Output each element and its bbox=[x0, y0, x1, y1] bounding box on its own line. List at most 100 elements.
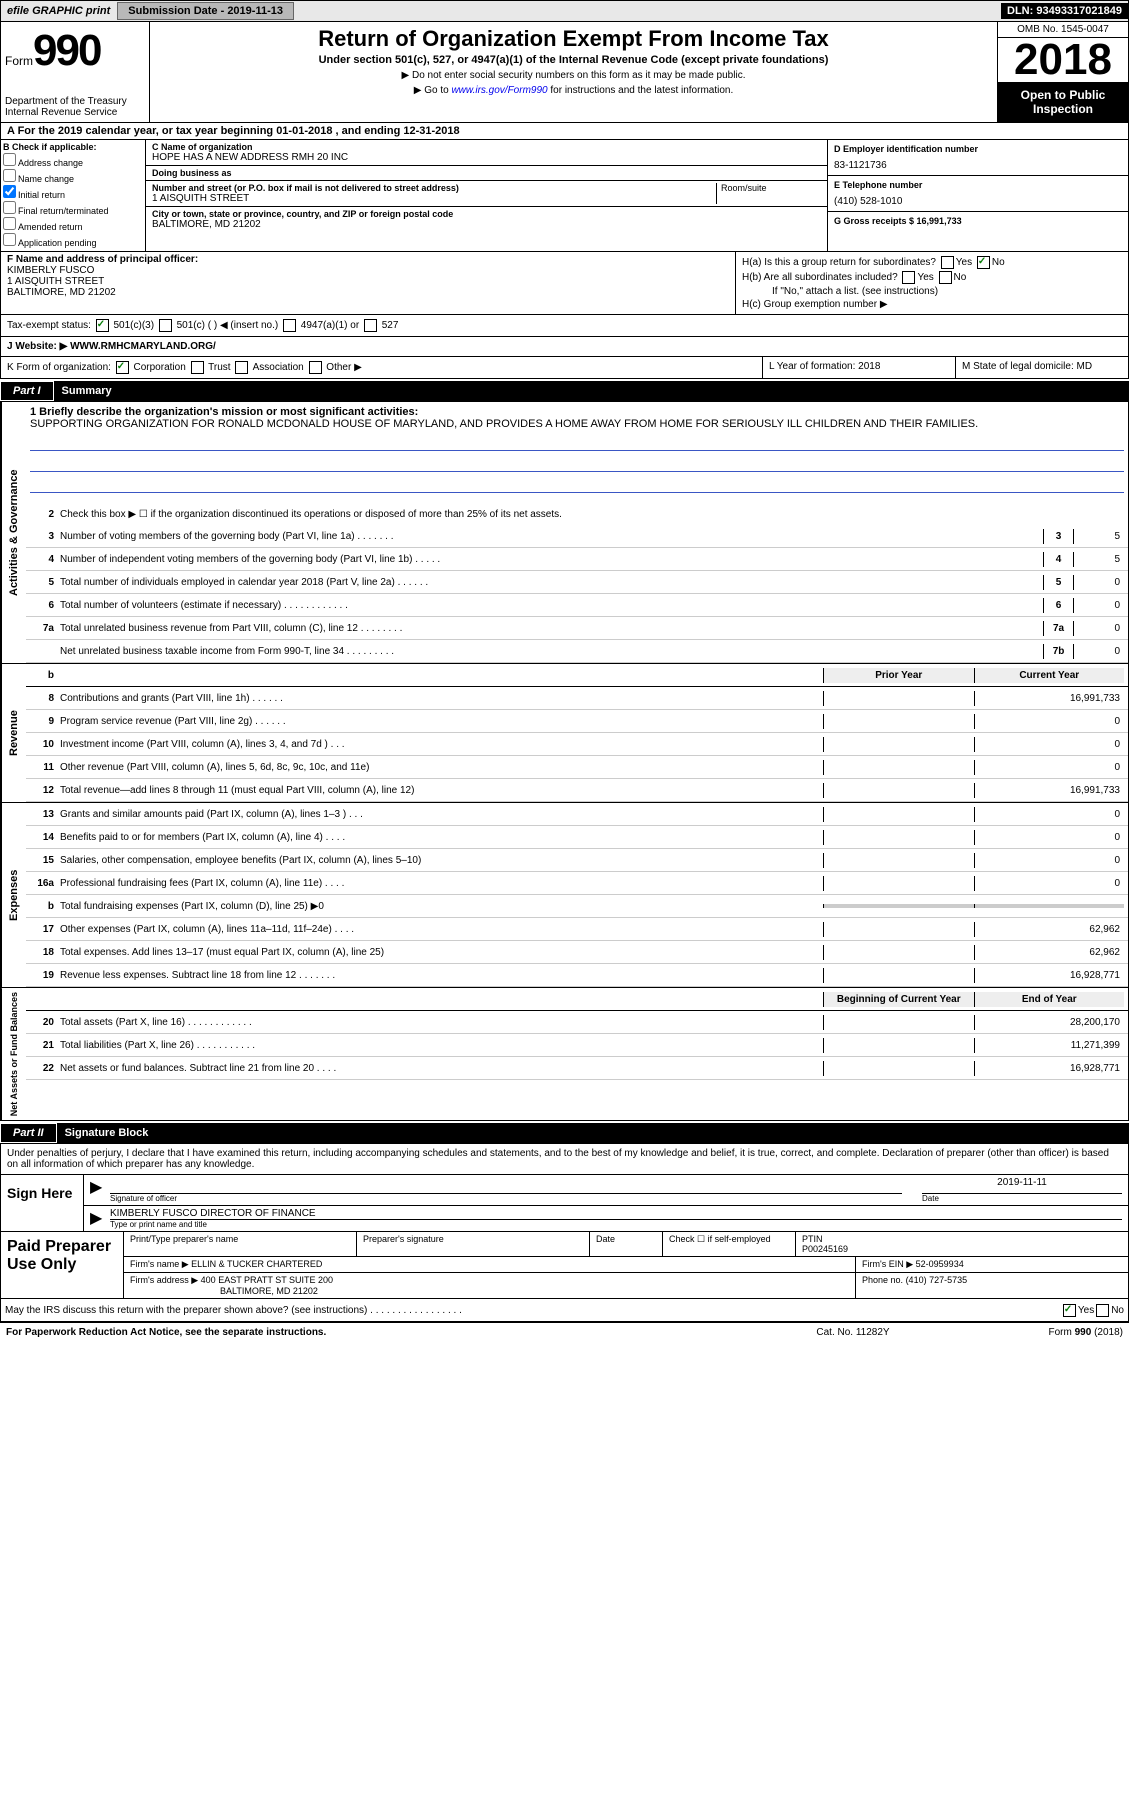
opt-label: 527 bbox=[382, 320, 399, 331]
line-desc: Other expenses (Part IX, column (A), lin… bbox=[60, 924, 823, 935]
section-b-label: B Check if applicable: bbox=[3, 142, 143, 152]
line-desc: Revenue less expenses. Subtract line 18 … bbox=[60, 970, 823, 981]
begin-val bbox=[824, 1061, 975, 1076]
line-num: 16a bbox=[30, 878, 60, 889]
cb-trust[interactable] bbox=[191, 361, 204, 374]
section-k: K Form of organization: Corporation Trus… bbox=[1, 357, 763, 378]
line-num: 13 bbox=[30, 809, 60, 820]
cb-other[interactable] bbox=[309, 361, 322, 374]
section-f: F Name and address of principal officer:… bbox=[1, 252, 736, 314]
cb-initial-return[interactable] bbox=[3, 185, 16, 198]
current-val: 0 bbox=[975, 714, 1125, 729]
opt-label: 501(c)(3) bbox=[113, 320, 154, 331]
part-number: Part I bbox=[0, 381, 54, 401]
prior-val bbox=[824, 783, 975, 798]
cb-address-change[interactable] bbox=[3, 153, 16, 166]
ein-label: D Employer identification number bbox=[834, 144, 1122, 154]
line2-text: Check this box ▶ ☐ if the organization d… bbox=[60, 509, 1124, 520]
cb-amended[interactable] bbox=[3, 217, 16, 230]
line-desc: Total revenue—add lines 8 through 11 (mu… bbox=[60, 785, 823, 796]
line-desc: Net assets or fund balances. Subtract li… bbox=[60, 1063, 823, 1074]
hb-label: H(b) Are all subordinates included? bbox=[742, 272, 898, 283]
cb-label: Name change bbox=[18, 174, 74, 184]
box-val: 0 bbox=[1074, 575, 1124, 590]
line-desc: Benefits paid to or for members (Part IX… bbox=[60, 832, 823, 843]
ein-value: 83-1121736 bbox=[834, 160, 1122, 171]
website-value: WWW.RMHCMARYLAND.ORG/ bbox=[70, 341, 216, 352]
opt-label: Other ▶ bbox=[326, 362, 361, 373]
line-num: 2 bbox=[30, 509, 60, 520]
form-footer: Form 990 (2018) bbox=[943, 1327, 1123, 1338]
discuss-yes[interactable] bbox=[1063, 1304, 1076, 1317]
prior-val bbox=[824, 760, 975, 775]
footer: For Paperwork Reduction Act Notice, see … bbox=[0, 1322, 1129, 1342]
signature-field[interactable] bbox=[110, 1177, 902, 1194]
side-expenses: Expenses bbox=[1, 803, 26, 987]
paid-preparer-section: Paid Preparer Use Only Print/Type prepar… bbox=[0, 1232, 1129, 1299]
city-value: BALTIMORE, MD 21202 bbox=[152, 219, 821, 230]
phone-label: E Telephone number bbox=[834, 180, 1122, 190]
prior-val bbox=[824, 830, 975, 845]
submission-date-button[interactable]: Submission Date - 2019-11-13 bbox=[117, 2, 294, 20]
box-num: 6 bbox=[1044, 598, 1074, 613]
cb-501c[interactable] bbox=[159, 319, 172, 332]
line-desc: Contributions and grants (Part VIII, lin… bbox=[60, 693, 823, 704]
cb-application-pending[interactable] bbox=[3, 233, 16, 246]
current-val: 0 bbox=[975, 876, 1125, 891]
sign-here: Sign Here bbox=[1, 1175, 84, 1231]
pp-sig-label: Preparer's signature bbox=[357, 1232, 590, 1256]
box-val: 0 bbox=[1074, 621, 1124, 636]
line-desc: Total number of volunteers (estimate if … bbox=[60, 600, 1043, 611]
current-val: 62,962 bbox=[975, 945, 1125, 960]
irs-link[interactable]: www.irs.gov/Form990 bbox=[451, 85, 547, 96]
phone-value: (410) 727-5735 bbox=[906, 1275, 968, 1285]
tax-exempt-row: Tax-exempt status: 501(c)(3) 501(c) ( ) … bbox=[0, 315, 1129, 337]
website-row: J Website: ▶ WWW.RMHCMARYLAND.ORG/ bbox=[0, 337, 1129, 357]
prior-val bbox=[824, 714, 975, 729]
col-current: Current Year bbox=[975, 668, 1125, 683]
firm-name-label: Firm's name ▶ bbox=[130, 1259, 189, 1269]
part1-header: Part I Summary bbox=[0, 381, 1129, 401]
form-number: 990 bbox=[33, 26, 100, 76]
cb-527[interactable] bbox=[364, 319, 377, 332]
line-desc: Total fundraising expenses (Part IX, col… bbox=[60, 901, 823, 912]
website-label: J Website: ▶ bbox=[7, 341, 67, 352]
line-desc: Salaries, other compensation, employee b… bbox=[60, 855, 823, 866]
officer-typed-name: KIMBERLY FUSCO DIRECTOR OF FINANCE bbox=[110, 1208, 1122, 1220]
ha-no[interactable] bbox=[977, 256, 990, 269]
entity-section: B Check if applicable: Address change Na… bbox=[0, 140, 1129, 252]
line-num: 12 bbox=[30, 785, 60, 796]
line-desc: Other revenue (Part VIII, column (A), li… bbox=[60, 762, 823, 773]
box-num: 5 bbox=[1044, 575, 1074, 590]
cb-label: Address change bbox=[18, 158, 83, 168]
ha-yes[interactable] bbox=[941, 256, 954, 269]
cb-assoc[interactable] bbox=[235, 361, 248, 374]
cat-number: Cat. No. 11282Y bbox=[763, 1327, 943, 1338]
line-num: 8 bbox=[30, 693, 60, 704]
line-num: 18 bbox=[30, 947, 60, 958]
line-desc: Total assets (Part X, line 16) . . . . .… bbox=[60, 1017, 823, 1028]
fgh-section: F Name and address of principal officer:… bbox=[0, 252, 1129, 315]
discuss-no[interactable] bbox=[1096, 1304, 1109, 1317]
box-num: 3 bbox=[1044, 529, 1074, 544]
prior-val bbox=[824, 691, 975, 706]
line-desc: Grants and similar amounts paid (Part IX… bbox=[60, 809, 823, 820]
subtitle-2b: ▶ Go to www.irs.gov/Form990 for instruct… bbox=[154, 85, 993, 96]
line-desc: Total liabilities (Part X, line 26) . . … bbox=[60, 1040, 823, 1051]
cb-corp[interactable] bbox=[116, 361, 129, 374]
officer-addr1: 1 AISQUITH STREET bbox=[7, 276, 729, 287]
ptin-value: P00245169 bbox=[802, 1244, 848, 1254]
cb-4947[interactable] bbox=[283, 319, 296, 332]
box-num: 7a bbox=[1044, 621, 1074, 636]
cb-name-change[interactable] bbox=[3, 169, 16, 182]
hb-no[interactable] bbox=[939, 271, 952, 284]
current-val bbox=[975, 904, 1125, 908]
part2-header: Part II Signature Block bbox=[0, 1123, 1129, 1143]
cb-final-return[interactable] bbox=[3, 201, 16, 214]
hb-note: If "No," attach a list. (see instruction… bbox=[742, 286, 1122, 297]
cb-501c3[interactable] bbox=[96, 319, 109, 332]
hb-yes[interactable] bbox=[902, 271, 915, 284]
current-val: 0 bbox=[975, 760, 1125, 775]
opt-label: 501(c) ( ) ◀ (insert no.) bbox=[177, 320, 279, 331]
line-num: 22 bbox=[30, 1063, 60, 1074]
